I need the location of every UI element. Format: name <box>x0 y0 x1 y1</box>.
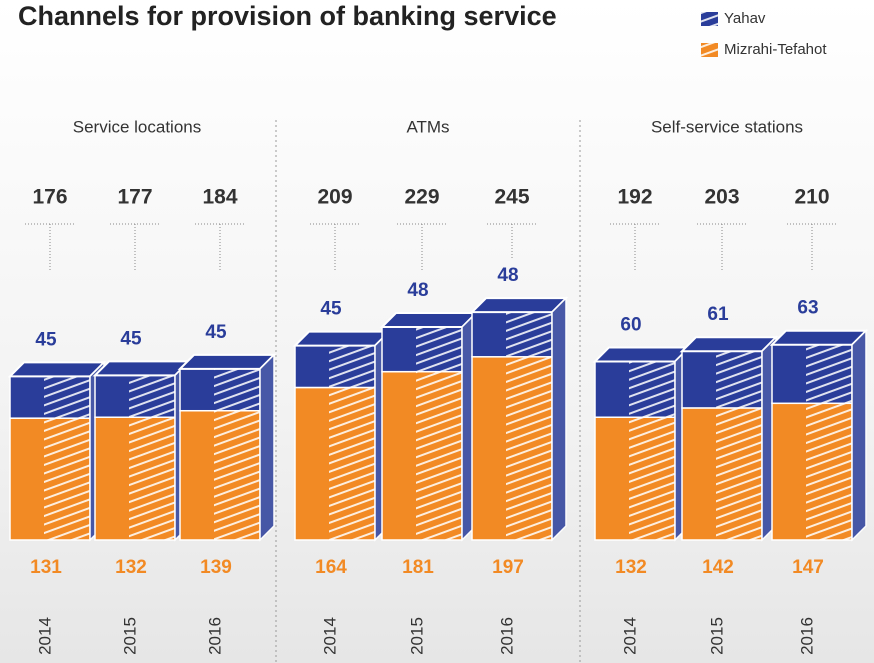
mizrahi-label: 131 <box>30 557 62 578</box>
total-label: 210 <box>794 186 829 209</box>
legend-hatch <box>701 12 718 26</box>
bar-hatch <box>506 356 552 540</box>
x-tick-label: 2015 <box>120 617 139 655</box>
total-label: 176 <box>32 186 67 209</box>
legend-label: Mizrahi-Tefahot <box>724 41 827 58</box>
x-tick-label: 2014 <box>320 617 339 655</box>
total-label: 177 <box>117 186 152 209</box>
bar-hatch <box>129 417 175 540</box>
total-label: 229 <box>404 186 439 209</box>
x-tick-label: 2016 <box>497 617 516 655</box>
mizrahi-label: 181 <box>402 557 434 578</box>
yahav-label: 48 <box>407 280 428 301</box>
mizrahi-label: 142 <box>702 557 734 578</box>
x-tick-label: 2016 <box>797 617 816 655</box>
bar-top <box>92 360 192 377</box>
yahav-label: 60 <box>620 314 641 335</box>
bar-hatch <box>806 344 852 404</box>
total-label: 245 <box>494 186 529 209</box>
yahav-label: 45 <box>35 329 57 350</box>
chart-title: Channels for provision of banking servic… <box>18 1 557 31</box>
bar-side <box>551 296 567 542</box>
total-label: 184 <box>202 186 237 209</box>
bar-top <box>7 361 107 378</box>
bar-hatch <box>629 361 675 418</box>
total-label: 203 <box>704 186 739 209</box>
panel-title: ATMs <box>406 117 449 136</box>
bar-top <box>679 336 779 353</box>
x-tick-label: 2016 <box>205 617 224 655</box>
yahav-label: 45 <box>120 328 142 349</box>
bar-hatch <box>329 387 375 540</box>
total-label: 192 <box>617 186 652 209</box>
mizrahi-label: 132 <box>115 557 147 578</box>
mizrahi-label: 197 <box>492 557 524 578</box>
bar-top <box>292 330 392 347</box>
total-label: 209 <box>317 186 352 209</box>
bar-top <box>469 297 569 314</box>
bar-hatch <box>416 327 462 372</box>
bar-hatch <box>416 371 462 540</box>
yahav-label: 63 <box>797 298 818 319</box>
bar-top <box>177 353 277 370</box>
bar-side <box>851 328 867 542</box>
legend-hatch <box>701 43 718 57</box>
bar-top <box>592 346 692 363</box>
bar-hatch <box>129 375 175 418</box>
bar-hatch <box>214 368 260 411</box>
legend-label: Yahav <box>724 10 766 27</box>
bar-hatch <box>44 376 90 419</box>
mizrahi-label: 132 <box>615 557 647 578</box>
x-tick-label: 2015 <box>707 617 726 655</box>
yahav-label: 45 <box>320 299 342 320</box>
mizrahi-label: 139 <box>200 557 232 578</box>
bar-hatch <box>44 418 90 540</box>
bar-hatch <box>716 351 762 408</box>
panel-title: Self-service stations <box>651 117 803 136</box>
yahav-label: 48 <box>497 265 518 286</box>
x-tick-label: 2015 <box>407 617 426 655</box>
mizrahi-label: 147 <box>792 557 824 578</box>
bar-hatch <box>506 312 552 357</box>
bar-top <box>769 329 869 346</box>
x-tick-label: 2014 <box>35 617 54 655</box>
bar-hatch <box>629 417 675 540</box>
yahav-label: 45 <box>205 322 227 343</box>
bar-top <box>379 312 479 329</box>
bar-hatch <box>329 345 375 388</box>
mizrahi-label: 164 <box>315 557 347 578</box>
legend: Yahav Mizrahi-Tefahot <box>701 10 827 58</box>
x-tick-label: 2014 <box>620 617 639 655</box>
panel-title: Service locations <box>73 117 202 136</box>
bar-hatch <box>716 407 762 540</box>
bar-hatch <box>214 410 260 540</box>
bar-side <box>259 353 275 542</box>
yahav-label: 61 <box>707 304 729 325</box>
bar-hatch <box>806 403 852 540</box>
